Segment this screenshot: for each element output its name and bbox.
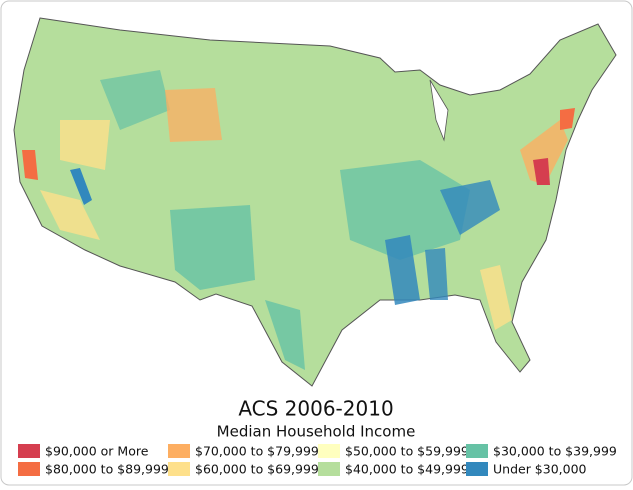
- region-patch: [70, 168, 92, 205]
- legend-swatch: [318, 444, 340, 458]
- map-subtitle: Median Household Income: [217, 423, 416, 441]
- region-patch: [40, 190, 100, 240]
- legend-label: $90,000 or More: [45, 444, 149, 459]
- region-patch: [165, 88, 222, 142]
- legend-label: $30,000 to $39,999: [493, 444, 617, 459]
- region-patch: [22, 150, 38, 180]
- legend-swatch: [318, 462, 340, 476]
- legend-label: $50,000 to $59,999: [345, 444, 469, 459]
- legend-swatch: [18, 444, 40, 458]
- us-map: [13, 17, 617, 387]
- legend-label: $70,000 to $79,999: [195, 444, 319, 459]
- legend-label: $60,000 to $69,999: [195, 462, 319, 477]
- legend-swatch: [168, 444, 190, 458]
- legend-label: Under $30,000: [493, 462, 587, 477]
- region-patch: [385, 235, 420, 305]
- region-patch: [170, 205, 255, 290]
- region-patch: [560, 108, 575, 130]
- region-patch: [100, 70, 170, 130]
- region-patch: [533, 158, 550, 185]
- legend-swatch: [466, 444, 488, 458]
- region-patch: [265, 300, 305, 370]
- lake-michigan: [429, 79, 449, 142]
- legend-swatch: [168, 462, 190, 476]
- region-patch: [480, 265, 512, 330]
- map-title: ACS 2006-2010: [238, 397, 393, 421]
- legend-swatch: [466, 462, 488, 476]
- region-patch: [425, 248, 448, 300]
- region-patch: [60, 120, 110, 170]
- legend-label: $80,000 to $89,999: [45, 462, 169, 477]
- legend: $90,000 or More $80,000 to $89,999 $70,000…: [18, 444, 617, 477]
- legend-swatch: [18, 462, 40, 476]
- region-patch: [340, 160, 470, 260]
- region-patch: [440, 180, 500, 235]
- region-patch: [520, 120, 568, 185]
- legend-label: $40,000 to $49,999: [345, 462, 469, 477]
